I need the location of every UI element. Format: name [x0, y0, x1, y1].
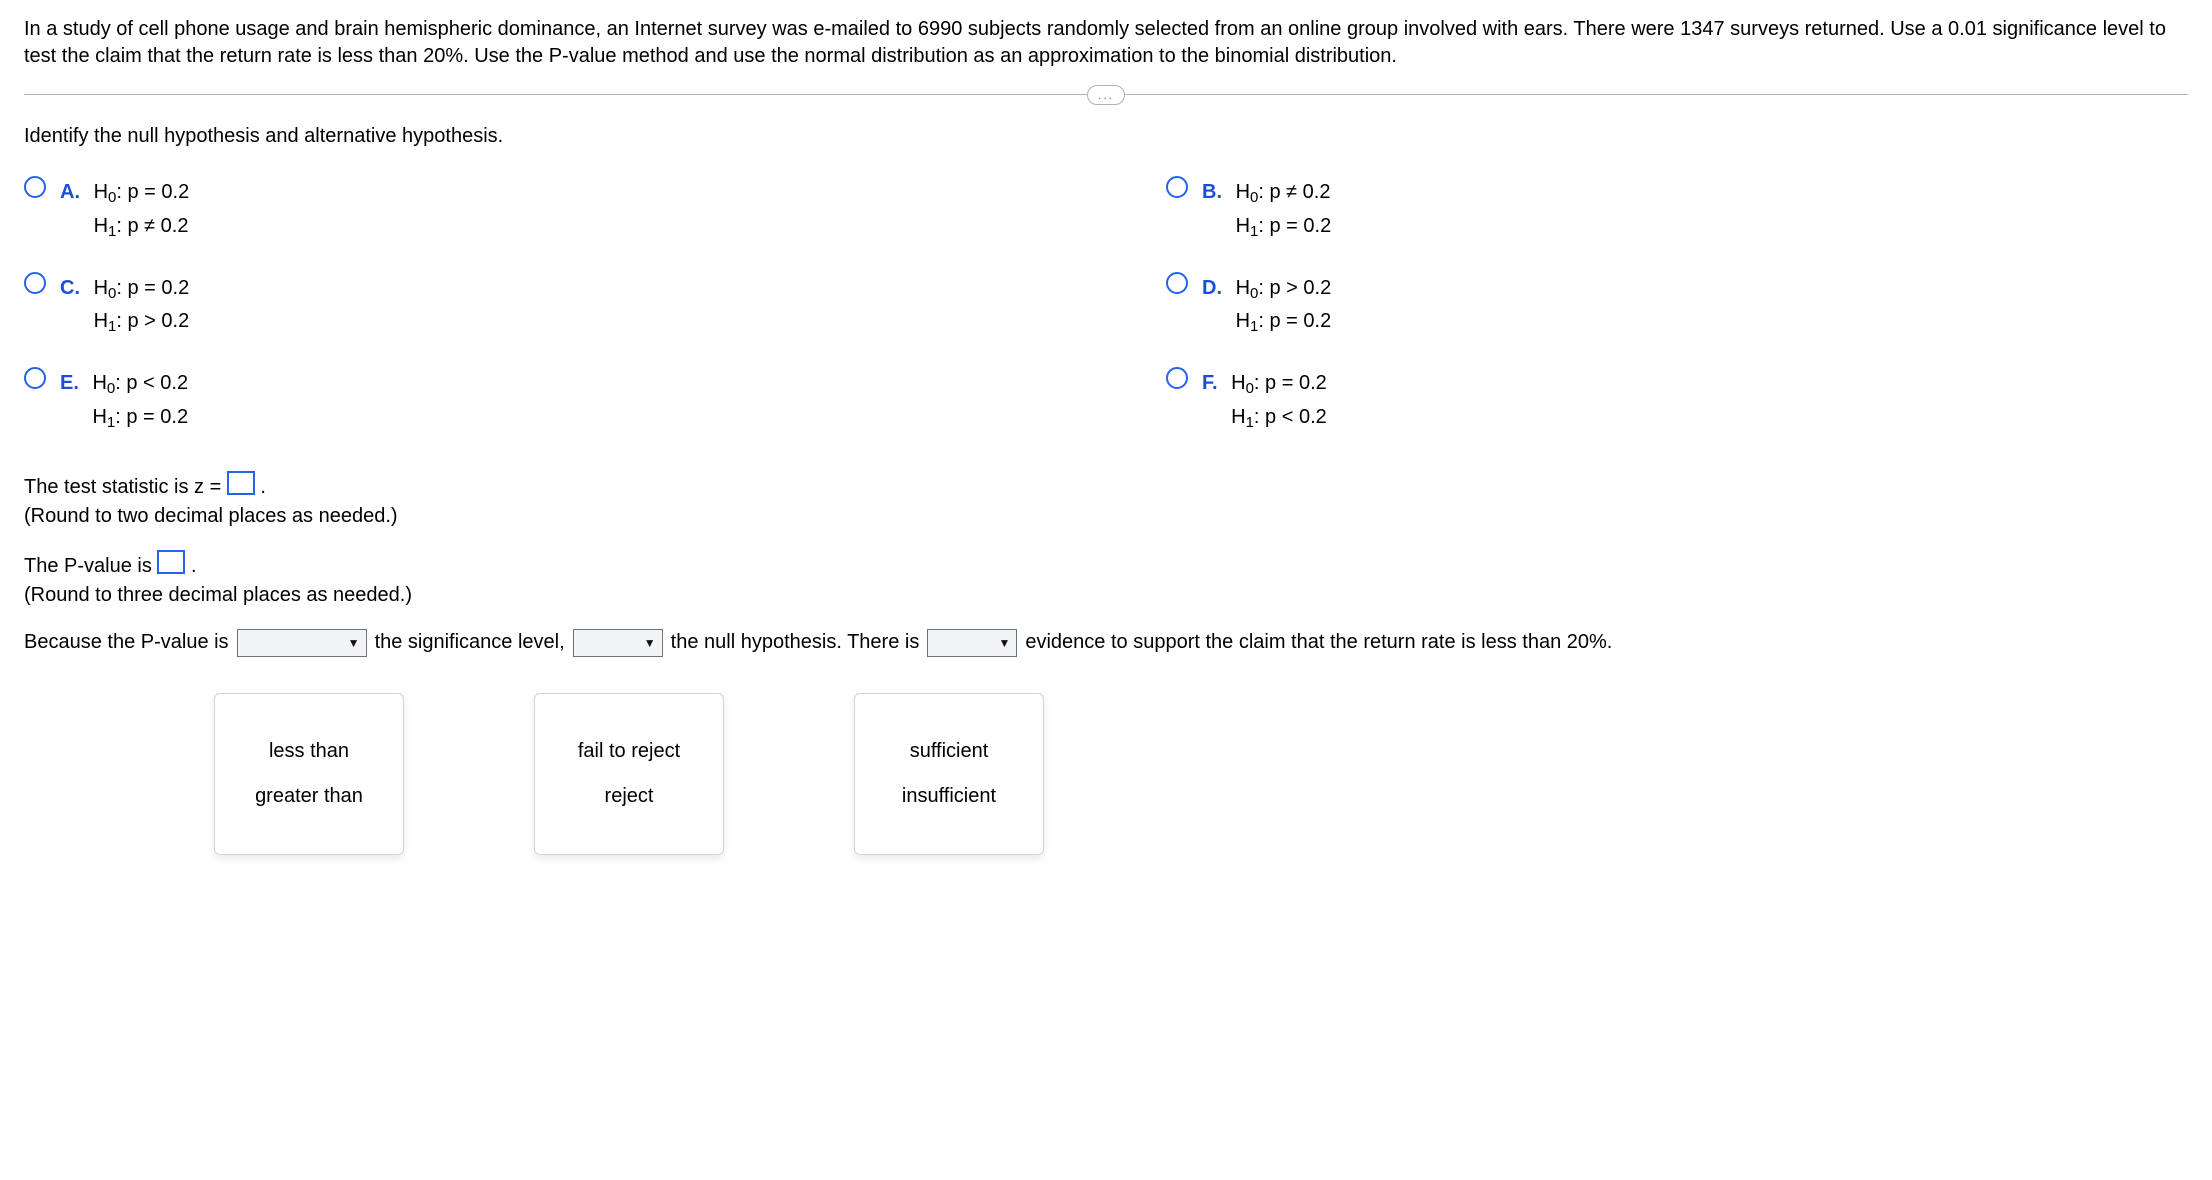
options-grid: A. H0: p = 0.2 A. H1: p ≠ 0.2 B. H0: p ≠…: [24, 176, 2188, 435]
conclusion-seg-2: the significance level,: [375, 631, 565, 654]
option-a-body: A. H0: p = 0.2 A. H1: p ≠ 0.2: [60, 176, 189, 244]
chevron-down-icon: ▼: [644, 636, 656, 650]
radio-a[interactable]: [24, 176, 46, 198]
opt-f-h1-sym: H: [1231, 406, 1245, 428]
radio-b[interactable]: [1166, 176, 1188, 198]
opt-b-h1-rest: : p = 0.2: [1258, 215, 1331, 237]
option-b[interactable]: B. H0: p ≠ 0.2 B. H1: p = 0.2: [1166, 176, 2188, 244]
test-statistic-input[interactable]: [227, 471, 255, 495]
popup-compare: less than greater than: [214, 693, 404, 855]
opt-f-h0-sub: 0: [1246, 380, 1254, 397]
opt-a-h1-rest: : p ≠ 0.2: [116, 215, 188, 237]
test-statistic-line: The test statistic is z = .: [24, 471, 2188, 499]
chevron-down-icon: ▼: [998, 636, 1010, 650]
opt-a-h0-rest: : p = 0.2: [116, 181, 189, 203]
option-f[interactable]: F. H0: p = 0.2 F. H1: p < 0.2: [1166, 367, 2188, 435]
section-divider: ...: [24, 94, 2188, 95]
opt-b-h0-rest: : p ≠ 0.2: [1258, 181, 1330, 203]
opt-d-h0-rest: : p > 0.2: [1258, 277, 1331, 299]
opt-f-h0-sym: H: [1231, 372, 1245, 394]
opt-c-h1-rest: : p > 0.2: [116, 310, 189, 332]
option-b-body: B. H0: p ≠ 0.2 B. H1: p = 0.2: [1202, 176, 1331, 244]
dropdown-decision[interactable]: ▼: [573, 629, 663, 657]
opt-c-h1-sym: H: [94, 310, 108, 332]
option-a-letter: A.: [60, 181, 80, 203]
popup-decision-opt2[interactable]: reject: [565, 785, 693, 808]
test-statistic-hint: (Round to two decimal places as needed.): [24, 505, 2188, 528]
popup-decision-opt1[interactable]: fail to reject: [565, 740, 693, 763]
chevron-down-icon: ▼: [348, 636, 360, 650]
radio-c[interactable]: [24, 272, 46, 294]
opt-e-h0-sym: H: [92, 372, 106, 394]
popup-decision: fail to reject reject: [534, 693, 724, 855]
option-b-letter: B.: [1202, 181, 1222, 203]
dropdown-evidence[interactable]: ▼: [927, 629, 1017, 657]
subhead-hypotheses: Identify the null hypothesis and alterna…: [24, 125, 2188, 148]
conclusion-seg-1: Because the P-value is: [24, 631, 229, 654]
pvalue-input[interactable]: [157, 550, 185, 574]
pvalue-suffix: .: [191, 555, 197, 577]
opt-a-h1-sym: H: [94, 215, 108, 237]
more-indicator-pill[interactable]: ...: [1087, 85, 1125, 105]
radio-e[interactable]: [24, 367, 46, 389]
opt-a-h0-sym: H: [94, 181, 108, 203]
conclusion-seg-4: evidence to support the claim that the r…: [1025, 631, 1612, 654]
test-statistic-suffix: .: [260, 476, 266, 498]
opt-e-h1-sub: 1: [107, 414, 115, 431]
option-d-body: D. H0: p > 0.2 D. H1: p = 0.2: [1202, 272, 1331, 340]
option-e-body: E. H0: p < 0.2 E. H1: p = 0.2: [60, 367, 188, 435]
popup-compare-opt1[interactable]: less than: [245, 740, 373, 763]
test-statistic-prefix: The test statistic is z =: [24, 476, 227, 498]
popup-evidence-opt2[interactable]: insufficient: [885, 785, 1013, 808]
option-c[interactable]: C. H0: p = 0.2 C. H1: p > 0.2: [24, 272, 1046, 340]
opt-f-h0-rest: : p = 0.2: [1254, 372, 1327, 394]
opt-e-h1-sym: H: [92, 406, 106, 428]
option-f-body: F. H0: p = 0.2 F. H1: p < 0.2: [1202, 367, 1327, 435]
opt-d-h1-rest: : p = 0.2: [1258, 310, 1331, 332]
opt-d-h1-sym: H: [1236, 310, 1250, 332]
opt-b-h0-sym: H: [1236, 181, 1250, 203]
option-f-letter: F.: [1202, 372, 1218, 394]
option-c-body: C. H0: p = 0.2 C. H1: p > 0.2: [60, 272, 189, 340]
popup-evidence: sufficient insufficient: [854, 693, 1044, 855]
option-e[interactable]: E. H0: p < 0.2 E. H1: p = 0.2: [24, 367, 1046, 435]
conclusion-seg-3: the null hypothesis. There is: [671, 631, 920, 654]
opt-b-h1-sym: H: [1236, 215, 1250, 237]
question-stem: In a study of cell phone usage and brain…: [24, 16, 2188, 70]
opt-d-h0-sym: H: [1236, 277, 1250, 299]
pvalue-hint: (Round to three decimal places as needed…: [24, 584, 2188, 607]
popup-evidence-opt1[interactable]: sufficient: [885, 740, 1013, 763]
pvalue-line: The P-value is .: [24, 550, 2188, 578]
option-e-letter: E.: [60, 372, 79, 394]
opt-e-h0-rest: : p < 0.2: [115, 372, 188, 394]
option-d[interactable]: D. H0: p > 0.2 D. H1: p = 0.2: [1166, 272, 2188, 340]
option-a[interactable]: A. H0: p = 0.2 A. H1: p ≠ 0.2: [24, 176, 1046, 244]
radio-f[interactable]: [1166, 367, 1188, 389]
option-d-letter: D.: [1202, 277, 1222, 299]
conclusion-line: Because the P-value is ▼ the significanc…: [24, 629, 2188, 657]
opt-f-h1-rest: : p < 0.2: [1254, 406, 1327, 428]
popup-compare-opt2[interactable]: greater than: [245, 785, 373, 808]
radio-d[interactable]: [1166, 272, 1188, 294]
pvalue-prefix: The P-value is: [24, 555, 157, 577]
opt-e-h0-sub: 0: [107, 380, 115, 397]
dropdown-compare[interactable]: ▼: [237, 629, 367, 657]
opt-c-h0-sym: H: [94, 277, 108, 299]
opt-c-h0-rest: : p = 0.2: [116, 277, 189, 299]
dropdown-popups-row: less than greater than fail to reject re…: [24, 693, 2188, 855]
option-c-letter: C.: [60, 277, 80, 299]
opt-f-h1-sub: 1: [1246, 414, 1254, 431]
opt-e-h1-rest: : p = 0.2: [115, 406, 188, 428]
